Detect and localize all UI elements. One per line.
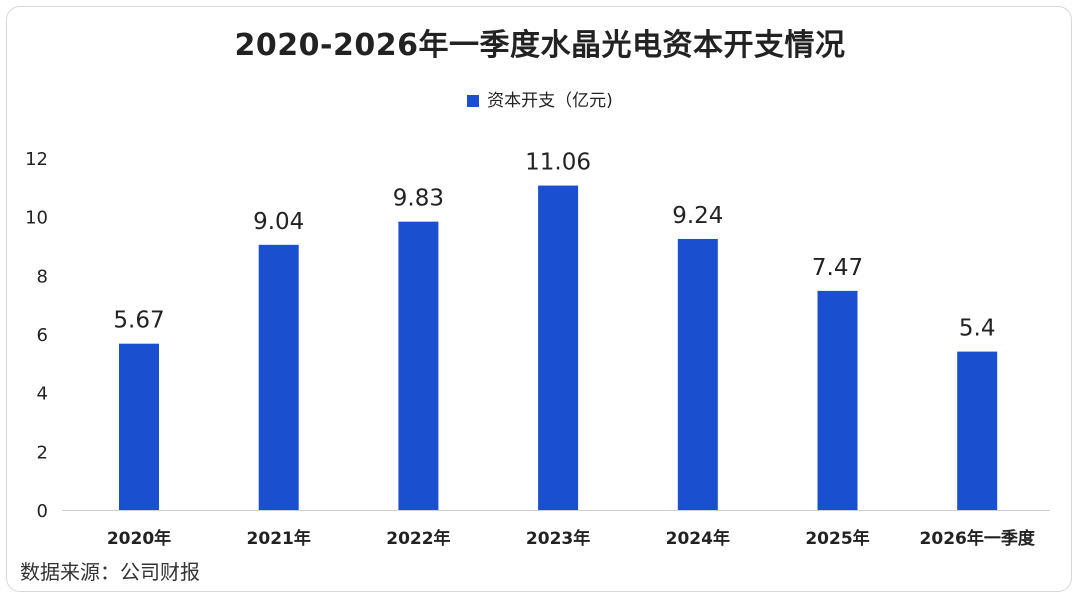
bar [817,290,858,510]
bar-value-label: 5.4 [959,316,996,342]
x-tick-label: 2026年一季度 [920,528,1036,549]
x-tick-label: 2023年 [526,528,590,549]
bar-value-label: 9.83 [393,186,444,212]
chart-title: 2020-2026年一季度水晶光电资本开支情况 [234,28,846,63]
bar-value-label: 9.04 [253,209,304,235]
bar [957,351,998,510]
chart-legend: 资本开支（亿元) [0,86,1080,111]
y-tick-label: 8 [37,266,48,287]
bar [538,185,579,510]
legend-label: 资本开支（亿元) [487,91,613,111]
y-tick-label: 6 [37,325,48,346]
bar [258,244,299,510]
bar-value-label: 5.67 [113,308,164,334]
y-tick-label: 0 [37,501,48,522]
bar-value-label: 9.24 [672,203,723,229]
y-tick-label: 12 [25,149,48,170]
legend-swatch [467,95,480,107]
y-tick-label: 10 [25,208,48,229]
x-tick-label: 2025年 [805,528,869,549]
x-tick-label: 2021年 [247,528,311,549]
y-tick-label: 2 [37,442,48,463]
x-tick-label: 2020年 [107,528,171,549]
data-source-note: 数据来源：公司财报 [20,560,200,584]
x-tick-label: 2022年 [386,528,450,549]
x-tick-label: 2024年 [666,528,730,549]
bar [677,238,718,510]
bar [398,221,439,511]
bar-value-label: 7.47 [812,255,863,281]
bar [119,343,159,510]
bar-value-label: 11.06 [525,150,591,176]
y-tick-label: 4 [37,384,48,405]
